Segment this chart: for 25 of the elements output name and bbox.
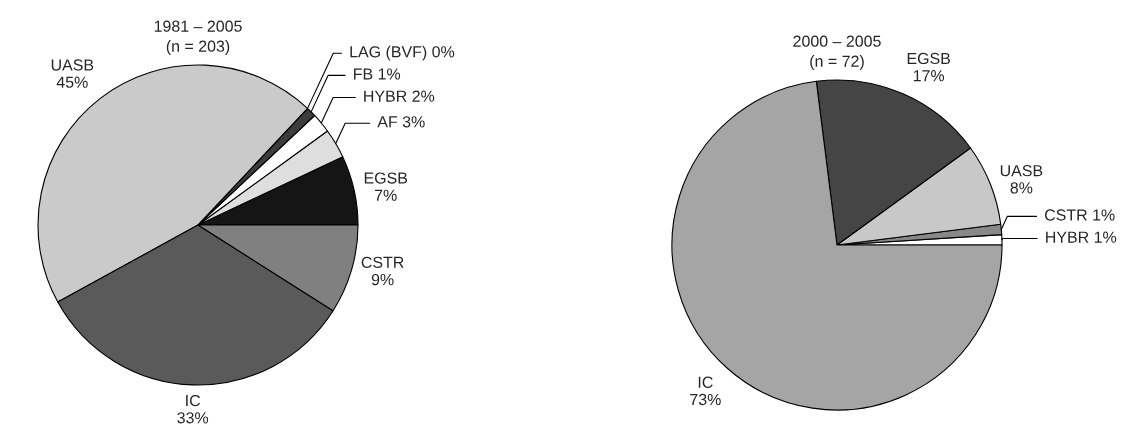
pie-slice (671, 80, 1003, 411)
data-label: 9% (371, 273, 394, 286)
slice-label: HYBR 1% (1046, 231, 1117, 243)
chart-subtitle: (n = 72) (810, 55, 864, 70)
data-label: 7% (374, 189, 397, 201)
chart-subtitle: (n = 203) (166, 40, 230, 55)
data-label: 8% (1010, 182, 1033, 194)
data-label: 45% (56, 76, 88, 88)
slice-label: EGSB (907, 52, 950, 65)
slice-label: EGSB (364, 172, 408, 184)
slice-label: IC (186, 394, 201, 407)
slice-label: FB 1% (354, 68, 401, 80)
slice-label: AF 3% (377, 116, 425, 128)
slice-label: UASB (1000, 164, 1043, 177)
chart-title: 2000 – 2005 (793, 35, 881, 47)
slice-label: CSTR (361, 256, 404, 268)
data-label: 73% (690, 393, 721, 406)
slice-label: IC (698, 376, 713, 388)
category-label: LAG (BVF) 0% (350, 45, 455, 61)
chart-title: 1981 – 2005 (154, 20, 242, 32)
data-label: 17% (913, 70, 945, 82)
data-label: 33% (177, 412, 209, 424)
slice-label: UASB (51, 59, 94, 71)
slice-label: HYBR 2% (364, 90, 435, 102)
slice-label: CSTR 1% (1044, 209, 1115, 221)
